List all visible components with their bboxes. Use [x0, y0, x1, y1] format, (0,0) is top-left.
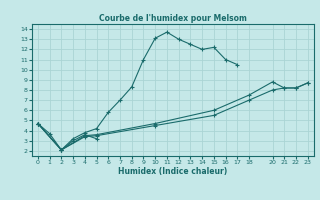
Title: Courbe de l'humidex pour Melsom: Courbe de l'humidex pour Melsom [99, 14, 247, 23]
X-axis label: Humidex (Indice chaleur): Humidex (Indice chaleur) [118, 167, 228, 176]
